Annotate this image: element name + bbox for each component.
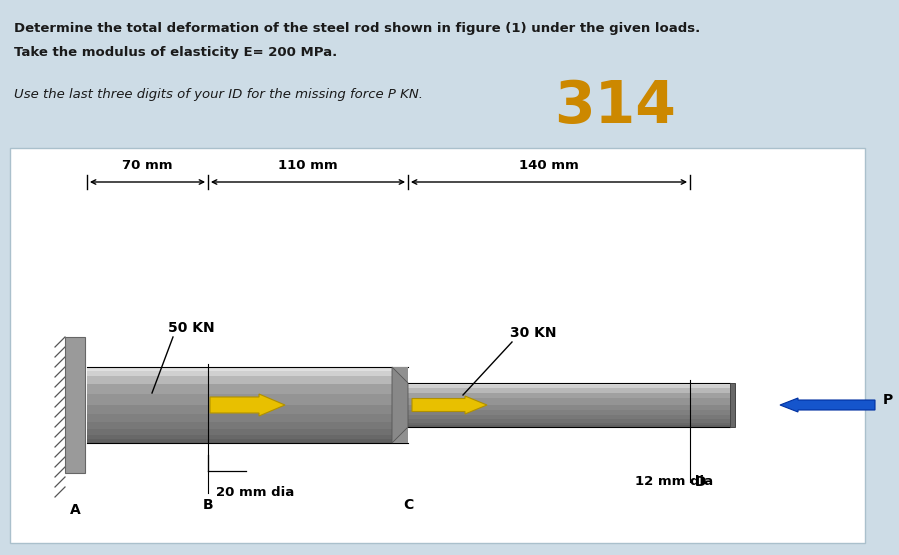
Text: Use the last three digits of your ID for the missing force P KN.: Use the last three digits of your ID for… xyxy=(14,88,423,101)
Bar xyxy=(65,337,85,473)
Bar xyxy=(392,367,408,443)
Bar xyxy=(87,422,408,430)
Text: A: A xyxy=(69,503,80,517)
Bar xyxy=(408,415,730,419)
Bar xyxy=(408,385,730,388)
Bar xyxy=(408,419,730,422)
Text: B: B xyxy=(202,498,213,512)
Text: Take the modulus of elasticity E= 200 MPa.: Take the modulus of elasticity E= 200 MP… xyxy=(14,46,337,59)
Bar xyxy=(87,436,408,439)
Bar xyxy=(87,367,408,371)
Bar xyxy=(408,405,730,410)
Bar xyxy=(87,430,408,436)
Bar xyxy=(87,371,408,376)
Bar xyxy=(87,414,408,422)
FancyArrow shape xyxy=(780,398,875,412)
Text: D: D xyxy=(694,475,706,489)
FancyArrow shape xyxy=(210,394,285,416)
Text: 12 mm dia: 12 mm dia xyxy=(635,475,713,488)
Bar xyxy=(87,376,408,384)
Polygon shape xyxy=(392,367,408,443)
Bar xyxy=(87,393,408,405)
Text: C: C xyxy=(403,498,414,512)
Bar xyxy=(87,405,408,414)
Bar xyxy=(730,383,735,427)
Bar xyxy=(408,422,730,425)
Bar xyxy=(408,398,730,405)
Text: 110 mm: 110 mm xyxy=(278,159,338,172)
Text: 20 mm dia: 20 mm dia xyxy=(216,486,294,499)
Bar xyxy=(408,410,730,415)
Text: 140 mm: 140 mm xyxy=(519,159,579,172)
Text: 50 KN: 50 KN xyxy=(168,321,215,335)
Bar xyxy=(87,439,408,443)
Text: P kN: P kN xyxy=(883,393,899,407)
Text: 70 mm: 70 mm xyxy=(122,159,173,172)
Bar xyxy=(408,388,730,393)
Bar xyxy=(408,425,730,427)
Text: 30 KN: 30 KN xyxy=(510,326,556,340)
Bar xyxy=(408,383,730,385)
Bar xyxy=(10,148,865,543)
Text: 314: 314 xyxy=(554,78,676,135)
FancyArrow shape xyxy=(412,396,487,414)
Text: Determine the total deformation of the steel rod shown in figure (1) under the g: Determine the total deformation of the s… xyxy=(14,22,700,35)
Bar xyxy=(87,384,408,393)
Bar xyxy=(408,393,730,398)
